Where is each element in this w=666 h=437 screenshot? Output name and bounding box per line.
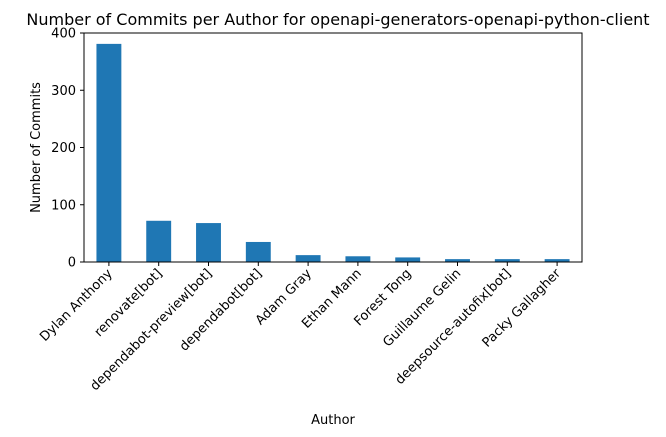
plot-frame	[83, 32, 583, 263]
bar-6	[395, 257, 421, 262]
y-tick-label-0: 0	[68, 256, 76, 271]
y-tick-label-3: 300	[51, 84, 76, 99]
y-axis-label: Number of Commits	[29, 82, 44, 213]
bar-2	[196, 223, 221, 262]
bar-5	[345, 256, 371, 262]
bar-9	[544, 259, 570, 262]
bar-4	[295, 255, 321, 262]
y-tick-label-2: 200	[51, 141, 76, 156]
x-axis-label: Author	[311, 413, 355, 428]
bar-0	[96, 43, 122, 262]
bar-1	[146, 220, 172, 262]
y-tick-label-1: 100	[51, 198, 76, 213]
y-axis: 0 100 200 300 400	[51, 27, 84, 271]
bar-3	[245, 241, 271, 262]
y-tick-label-4: 400	[51, 27, 76, 42]
bar-7	[445, 259, 470, 262]
bar-8	[494, 259, 520, 262]
bars-group	[96, 43, 570, 262]
chart-title: Number of Commits per Author for openapi…	[26, 10, 649, 29]
x-axis: Dylan Anthonyrenovate[bot]dependabot-pre…	[37, 262, 564, 394]
